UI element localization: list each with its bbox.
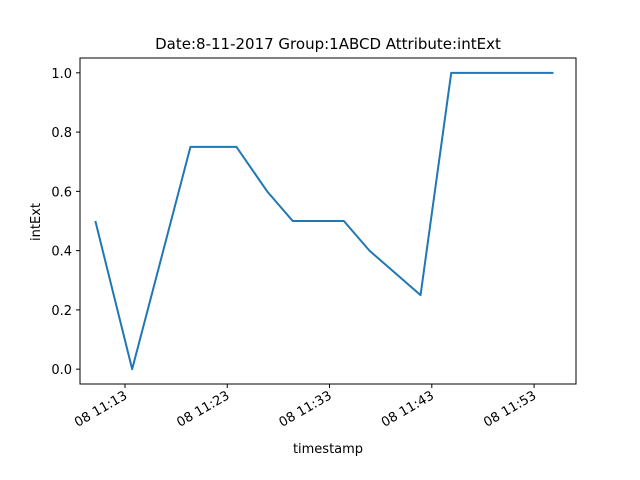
series-line-0 [94,71,554,371]
x-axis-label: timestamp [293,442,363,457]
chart-title: Date:8-11-2017 Group:1ABCD Attribute:int… [155,35,501,53]
y-tick-label-2: 0.4 [51,245,72,260]
y-tick-label-0: 0.0 [51,363,72,378]
y-axis-label: intExt [29,203,44,241]
y-tick-label-5: 1.0 [51,67,72,82]
y-tick-label-3: 0.6 [51,185,72,200]
y-tick-label-1: 0.2 [51,304,72,319]
axes-frame [79,57,577,385]
y-tick-label-4: 0.8 [51,126,72,141]
